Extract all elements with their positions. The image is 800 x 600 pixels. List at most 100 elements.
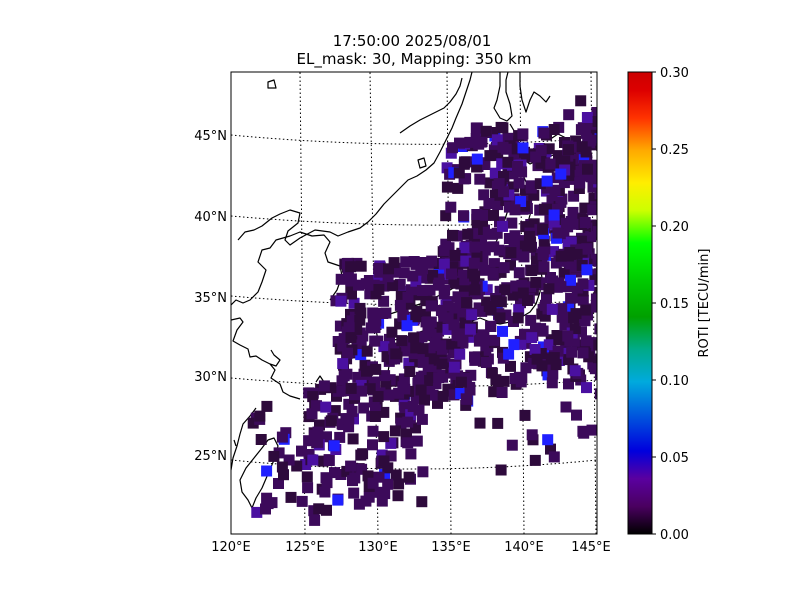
roti-pixel <box>469 284 481 296</box>
roti-pixel <box>360 278 372 290</box>
roti-pixel <box>530 276 542 288</box>
roti-pixel <box>526 332 538 344</box>
roti-pixel <box>560 217 572 229</box>
roti-pixel <box>593 339 597 351</box>
roti-pixel <box>549 184 561 196</box>
roti-pixel <box>580 335 592 347</box>
roti-pixel <box>411 435 423 447</box>
roti-pixel <box>429 337 441 349</box>
lon-tick-label: 140°E <box>504 540 544 555</box>
roti-pixel <box>543 283 555 295</box>
roti-pixel <box>486 228 498 240</box>
roti-pixel <box>559 155 571 167</box>
roti-pixel <box>585 118 597 130</box>
roti-pixel <box>343 398 355 410</box>
roti-pixel <box>459 317 471 329</box>
roti-pixel <box>408 256 420 267</box>
roti-pixel <box>489 167 501 179</box>
roti-pixel <box>448 319 460 331</box>
roti-pixel <box>397 381 409 393</box>
roti-pixel <box>398 373 410 385</box>
roti-pixel <box>353 498 365 510</box>
lat-tick-label: 40°N <box>194 210 227 225</box>
roti-pixel <box>338 333 350 345</box>
roti-pixel <box>370 404 381 416</box>
roti-pixel <box>458 285 470 297</box>
roti-pixel <box>567 218 579 230</box>
roti-pixel <box>529 454 541 466</box>
roti-pixel <box>516 279 528 291</box>
roti-pixel <box>383 389 395 401</box>
roti-pixel <box>337 358 349 370</box>
roti-pixel <box>404 342 416 354</box>
roti-pixel <box>460 399 472 411</box>
roti-pixel <box>566 346 578 358</box>
roti-pixel <box>405 409 417 421</box>
roti-pixel <box>488 386 500 398</box>
roti-pixel <box>460 393 472 405</box>
roti-pixel <box>464 384 476 396</box>
roti-pixel <box>319 486 331 498</box>
roti-pixel <box>552 345 564 357</box>
roti-pixel <box>452 310 464 322</box>
roti-pixel <box>351 323 363 335</box>
roti-pixel <box>393 478 405 490</box>
roti-pixel <box>538 341 549 353</box>
roti-pixel <box>442 383 454 395</box>
roti-pixel <box>337 419 349 431</box>
roti-pixel <box>576 326 587 338</box>
roti-pixel <box>335 273 347 285</box>
roti-pixel <box>453 167 465 179</box>
roti-pixel <box>576 141 588 153</box>
roti-pixel <box>563 144 574 156</box>
roti-pixel <box>497 325 508 337</box>
roti-pixel <box>367 439 378 451</box>
roti-pixel <box>485 321 497 332</box>
roti-pixel <box>347 475 358 487</box>
roti-pixel <box>548 246 559 258</box>
roti-pixel <box>458 269 469 281</box>
roti-pixel <box>332 385 344 397</box>
roti-pixel <box>430 378 442 390</box>
roti-pixel <box>505 259 516 271</box>
roti-pixel <box>425 300 437 312</box>
roti-pixel <box>416 496 428 508</box>
roti-pixel <box>587 181 597 193</box>
roti-pixel <box>307 454 319 466</box>
roti-pixel <box>406 284 417 296</box>
roti-pixel <box>588 192 597 204</box>
lat-tick-label: 45°N <box>194 129 227 144</box>
roti-pixel <box>401 320 413 332</box>
roti-pixel <box>497 220 508 232</box>
roti-pixel <box>380 380 392 392</box>
roti-pixel <box>563 301 575 313</box>
roti-pixel <box>583 279 595 291</box>
roti-pixel <box>558 267 570 279</box>
roti-pixel <box>442 300 454 312</box>
roti-pixel <box>488 258 500 270</box>
roti-pixel <box>531 255 542 267</box>
roti-pixel <box>581 382 592 394</box>
roti-pixel <box>480 125 492 137</box>
roti-pixel <box>541 182 553 194</box>
roti-pixel <box>405 448 417 460</box>
roti-pixel <box>410 392 422 404</box>
roti-pixel <box>424 284 436 296</box>
roti-pixel <box>278 469 289 481</box>
roti-pixel <box>447 261 459 273</box>
colorbar-ticks <box>652 71 656 535</box>
roti-pixel <box>506 217 518 229</box>
roti-pixel <box>276 461 288 473</box>
roti-pixel <box>538 127 550 139</box>
roti-pixel <box>306 408 318 420</box>
roti-pixel <box>568 190 580 202</box>
roti-pixel <box>381 351 393 363</box>
roti-pixel <box>449 249 461 261</box>
roti-pixel <box>517 142 529 154</box>
roti-pixel <box>261 465 273 477</box>
roti-pixel <box>460 277 472 288</box>
roti-pixel <box>537 249 549 261</box>
roti-pixel <box>361 365 372 377</box>
roti-pixel <box>413 375 425 386</box>
roti-pixel <box>593 255 597 267</box>
